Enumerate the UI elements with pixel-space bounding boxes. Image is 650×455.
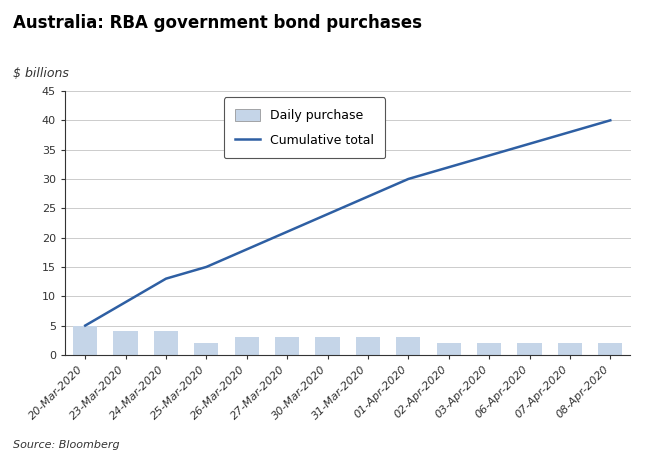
Bar — [437, 343, 461, 355]
Bar — [275, 337, 299, 355]
Bar — [235, 337, 259, 355]
Bar — [598, 343, 623, 355]
Bar — [114, 331, 138, 355]
Bar — [396, 337, 421, 355]
Bar — [517, 343, 541, 355]
Bar — [477, 343, 501, 355]
Legend: Daily purchase, Cumulative total: Daily purchase, Cumulative total — [224, 97, 385, 158]
Bar — [315, 337, 340, 355]
Text: Australia: RBA government bond purchases: Australia: RBA government bond purchases — [13, 14, 422, 32]
Bar — [356, 337, 380, 355]
Bar — [558, 343, 582, 355]
Bar — [194, 343, 218, 355]
Bar — [73, 326, 98, 355]
Bar — [154, 331, 178, 355]
Text: Source: Bloomberg: Source: Bloomberg — [13, 440, 120, 450]
Text: $ billions: $ billions — [13, 66, 69, 80]
